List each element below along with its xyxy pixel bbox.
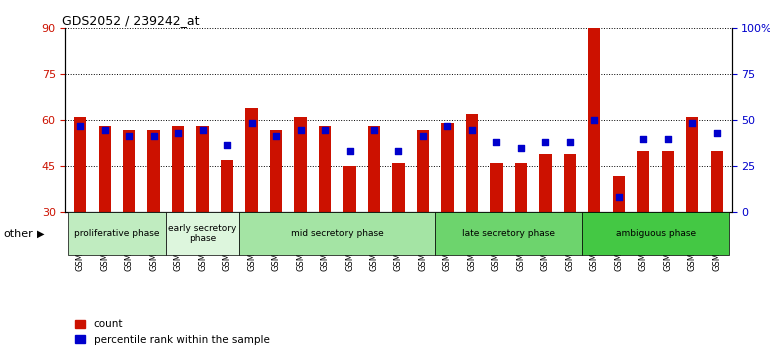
Bar <box>393 163 404 304</box>
Point <box>270 133 282 138</box>
Text: GDS2052 / 239242_at: GDS2052 / 239242_at <box>62 14 199 27</box>
Point <box>123 133 136 138</box>
Bar <box>68 212 166 255</box>
Bar <box>588 28 601 304</box>
Bar <box>435 212 582 255</box>
Point <box>638 136 650 142</box>
Bar <box>539 154 551 304</box>
Point <box>539 139 551 145</box>
Point <box>711 130 723 136</box>
Text: ▶: ▶ <box>37 229 45 239</box>
Bar <box>515 163 527 304</box>
Bar <box>490 163 503 304</box>
Bar <box>564 154 576 304</box>
Point <box>661 136 674 142</box>
Bar <box>441 124 454 304</box>
Point <box>515 145 527 151</box>
Point <box>246 121 258 126</box>
Point <box>368 127 380 132</box>
Point <box>392 148 404 154</box>
Text: late secretory phase: late secretory phase <box>462 229 555 238</box>
Bar <box>172 126 184 304</box>
Point <box>294 127 306 132</box>
Text: other: other <box>4 229 34 239</box>
Bar <box>661 151 674 304</box>
Point <box>588 118 601 123</box>
Point <box>417 133 429 138</box>
Bar <box>466 114 478 304</box>
Bar <box>638 151 649 304</box>
Point <box>490 139 503 145</box>
Point <box>564 139 576 145</box>
Bar <box>246 108 258 304</box>
Bar <box>319 126 331 304</box>
Bar <box>711 151 723 304</box>
Point <box>319 127 331 132</box>
Bar <box>99 126 111 304</box>
Bar <box>166 212 239 255</box>
Bar <box>196 126 209 304</box>
Bar <box>123 130 136 304</box>
Bar <box>221 160 233 304</box>
Point <box>221 142 233 148</box>
Point <box>686 121 698 126</box>
Bar <box>148 130 159 304</box>
Point <box>343 148 356 154</box>
Text: mid secretory phase: mid secretory phase <box>291 229 383 238</box>
Bar <box>294 117 306 304</box>
Point <box>613 194 625 200</box>
Point <box>441 124 454 129</box>
Bar <box>368 126 380 304</box>
Bar <box>417 130 429 304</box>
Point <box>466 127 478 132</box>
Point <box>172 130 184 136</box>
Bar <box>343 166 356 304</box>
Point <box>147 133 159 138</box>
Text: proliferative phase: proliferative phase <box>74 229 159 238</box>
Bar <box>582 212 729 255</box>
Legend: count, percentile rank within the sample: count, percentile rank within the sample <box>71 315 273 349</box>
Point <box>99 127 111 132</box>
Text: early secretory
phase: early secretory phase <box>169 224 236 243</box>
Bar <box>74 117 86 304</box>
Point <box>74 124 86 129</box>
Bar <box>686 117 698 304</box>
Text: ambiguous phase: ambiguous phase <box>615 229 695 238</box>
Bar <box>613 176 625 304</box>
Bar <box>270 130 282 304</box>
Point <box>196 127 209 132</box>
Bar <box>239 212 435 255</box>
